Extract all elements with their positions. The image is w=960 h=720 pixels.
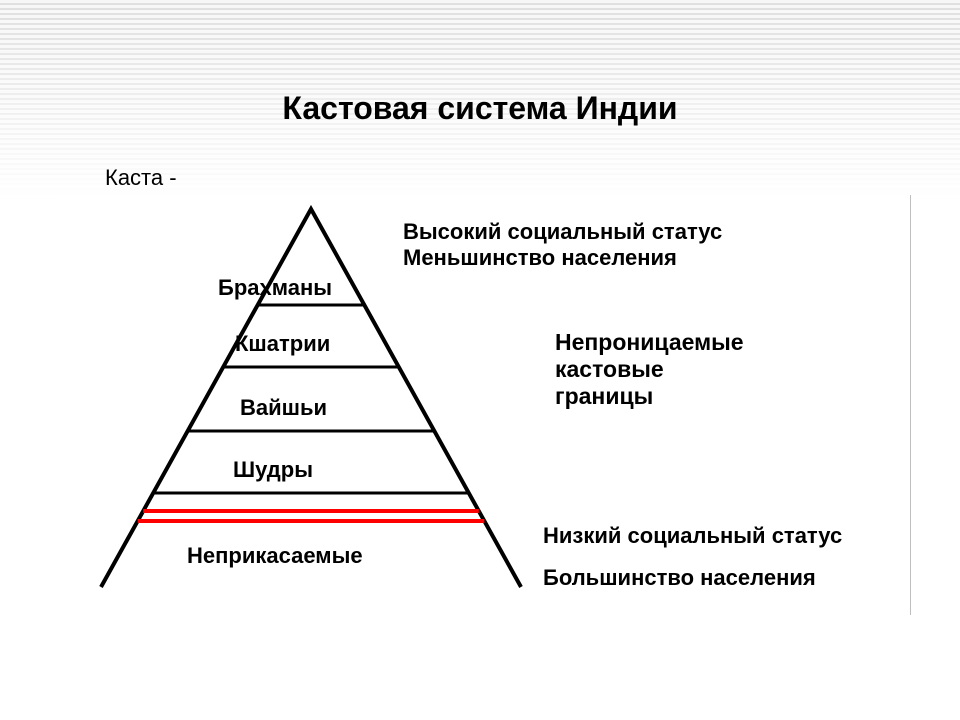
subtitle: Каста - bbox=[105, 165, 177, 191]
slide-canvas: Кастовая система Индии Каста - Брахманы … bbox=[0, 0, 960, 720]
annotation-top: Высокий социальный статус Меньшинство на… bbox=[403, 219, 722, 271]
diagram-container: Брахманы Кшатрии Вайшьи Шудры Неприкасае… bbox=[55, 195, 911, 615]
level-label-4: Неприкасаемые bbox=[187, 543, 363, 569]
subtitle-text: Каста - bbox=[105, 165, 177, 190]
main-title: Кастовая система Индии bbox=[0, 90, 960, 127]
level-label-2: Вайшьи bbox=[240, 395, 327, 421]
level-label-0: Брахманы bbox=[218, 275, 332, 301]
level-label-3: Шудры bbox=[233, 457, 313, 483]
main-title-text: Кастовая система Индии bbox=[282, 90, 677, 126]
level-label-1: Кшатрии bbox=[235, 331, 330, 357]
annotation-bottom2: Большинство населения bbox=[543, 565, 816, 591]
pyramid-red-lines bbox=[138, 511, 485, 521]
annotation-middle: Непроницаемые кастовые границы bbox=[555, 329, 744, 410]
annotation-bottom1: Низкий социальный статус bbox=[543, 523, 842, 549]
